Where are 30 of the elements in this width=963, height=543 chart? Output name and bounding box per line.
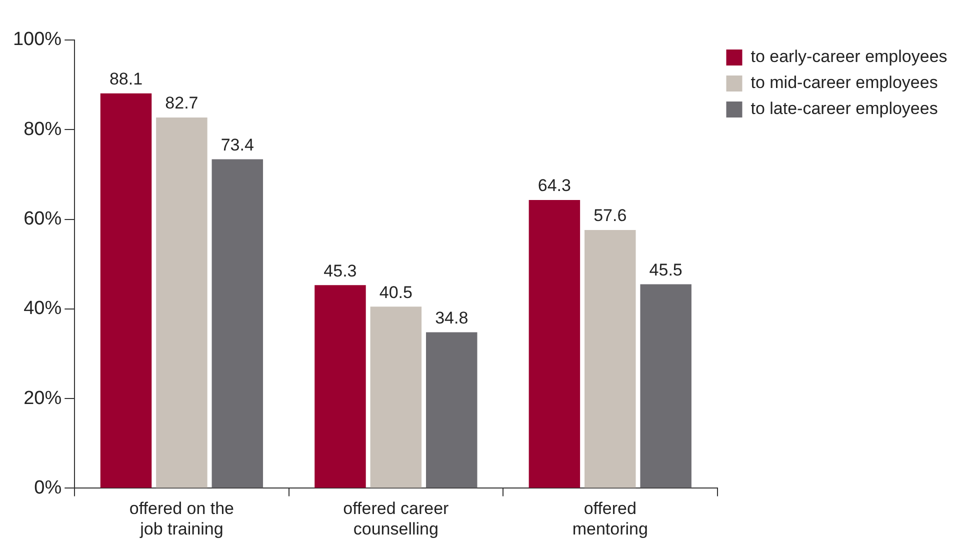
data-label: 34.8 bbox=[435, 308, 468, 328]
data-label: 82.7 bbox=[165, 94, 198, 113]
bar bbox=[528, 200, 580, 488]
bar bbox=[426, 332, 478, 488]
y-tick-label: 20% bbox=[24, 388, 62, 409]
y-tick-label: 60% bbox=[24, 208, 62, 230]
y-tick-label: 40% bbox=[24, 298, 62, 320]
data-label: 45.3 bbox=[324, 261, 357, 280]
x-tick-label: offered career counselling bbox=[343, 499, 450, 538]
data-label: 64.3 bbox=[538, 176, 571, 196]
data-label: 45.5 bbox=[649, 260, 682, 280]
bar bbox=[100, 93, 152, 488]
x-tick-label: offered on the job training bbox=[129, 499, 234, 538]
legend-label: to early-career employees bbox=[750, 47, 948, 66]
bar bbox=[314, 285, 366, 488]
data-label: 57.6 bbox=[594, 206, 627, 226]
legend-label: to mid-career employees bbox=[750, 73, 938, 92]
y-tick-label: 100% bbox=[12, 29, 62, 50]
bar bbox=[584, 230, 636, 488]
bar bbox=[156, 118, 208, 488]
data-label: 40.5 bbox=[379, 282, 412, 302]
bar bbox=[640, 284, 692, 488]
bar bbox=[370, 306, 422, 488]
x-tick-label: offered mentoring bbox=[572, 499, 648, 538]
y-tick-label: 80% bbox=[24, 118, 62, 140]
legend-label: to late-career employees bbox=[750, 99, 938, 118]
bar bbox=[212, 159, 264, 488]
y-tick-label: 0% bbox=[34, 477, 62, 498]
data-label: 88.1 bbox=[109, 70, 143, 89]
data-label: 73.4 bbox=[220, 135, 254, 154]
